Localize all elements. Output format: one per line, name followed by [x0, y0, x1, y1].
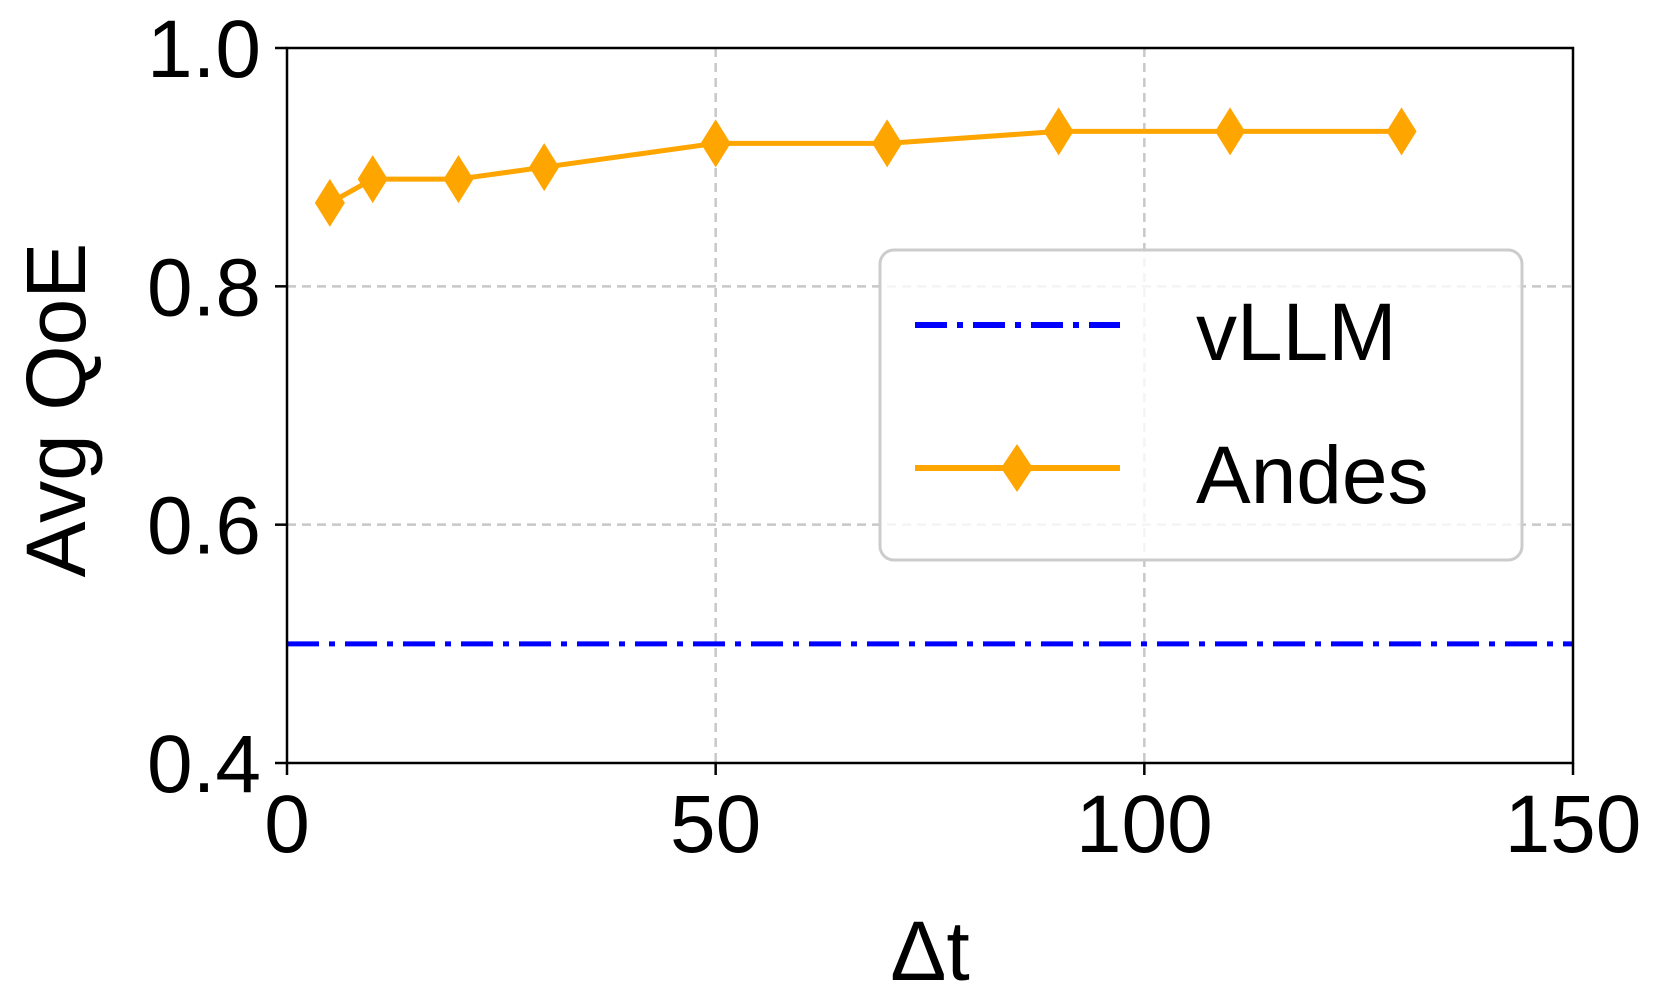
plot-frame: [285, 46, 1575, 765]
x-tick-label: 150: [1505, 779, 1642, 870]
data-point-andes: [1215, 107, 1246, 156]
y-tick-label: 0.4: [147, 719, 261, 810]
y-tick-label: 0.8: [147, 242, 261, 333]
axis-ticks: 0 50 100 150 0.4 0.6 0.8 1.0: [147, 4, 1641, 870]
x-axis-title: Δt: [890, 904, 969, 997]
legend-label-vllm: vLLM: [1196, 287, 1397, 378]
series-group: [287, 107, 1573, 647]
legend: vLLM Andes: [878, 248, 1524, 562]
y-tick-label: 0.6: [147, 481, 261, 572]
x-tick-label: 0: [264, 779, 310, 870]
data-point-andes: [700, 119, 731, 168]
y-axis-title: Avg QoE: [9, 243, 103, 578]
series-line-andes: [328, 128, 1402, 206]
legend-marker-andes: [1001, 444, 1033, 492]
data-point-andes: [1386, 107, 1417, 156]
data-point-andes: [529, 143, 560, 192]
legend-label-andes: Andes: [1196, 430, 1429, 521]
data-point-andes: [357, 155, 388, 204]
x-tick-label: 50: [670, 779, 761, 870]
y-tick-label: 1.0: [147, 4, 261, 95]
data-point-andes: [314, 178, 345, 227]
data-point-andes: [443, 155, 474, 204]
data-point-andes: [872, 119, 903, 168]
data-point-andes: [1043, 107, 1074, 156]
x-tick-label: 100: [1076, 779, 1213, 870]
